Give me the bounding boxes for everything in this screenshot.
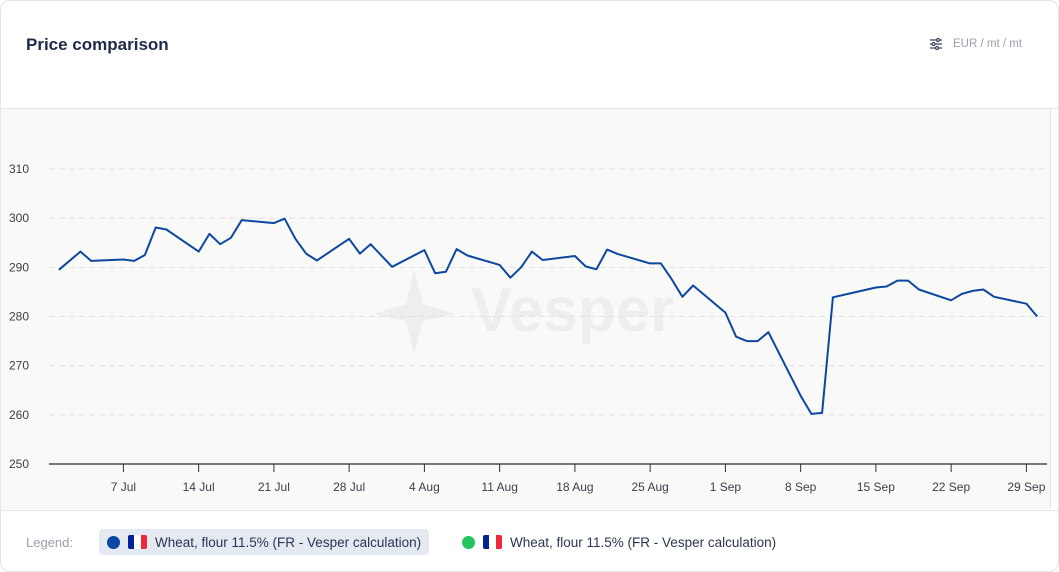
card-header: Price comparison EUR / mt / mt [1, 1, 1058, 109]
chart-area: Vesper 250 260 270 280 290 300 310 7 Jul 14 Jul 21… [1, 109, 1051, 509]
watermark-text: Vesper [471, 276, 674, 345]
x-tick-label: 4 Aug [409, 480, 440, 494]
x-tick-label: 7 Jul [111, 480, 136, 494]
y-tick-label: 310 [9, 162, 29, 176]
y-tick-label: 250 [9, 457, 29, 471]
series-line-1 [58, 217, 1038, 415]
x-tick-label: 18 Aug [556, 480, 593, 494]
line-chart: Vesper 250 260 270 280 290 300 310 7 Jul 14 Jul 21… [9, 162, 1047, 494]
legend-item-label: Wheat, flour 11.5% (FR - Vesper calculat… [510, 534, 777, 550]
y-tick-label: 260 [9, 408, 29, 422]
x-tick-label: 1 Sep [710, 480, 742, 494]
x-tick-label: 28 Jul [333, 480, 365, 494]
watermark-star-icon [373, 269, 456, 354]
x-tick-label: 25 Aug [631, 480, 668, 494]
legend-item-label: Wheat, flour 11.5% (FR - Vesper calculat… [155, 534, 422, 550]
series-color-dot [462, 535, 475, 549]
x-tick-label: 22 Sep [932, 480, 970, 494]
x-tick-label: 29 Sep [1007, 480, 1045, 494]
sliders-icon [930, 38, 942, 50]
france-flag-icon [128, 535, 147, 549]
series-color-dot [107, 535, 120, 549]
y-tick-label: 270 [9, 359, 29, 373]
legend: Legend: Wheat, flour 11.5% (FR - Vesper … [1, 510, 1058, 571]
x-tick-label: 14 Jul [183, 480, 215, 494]
unit-selector[interactable]: EUR / mt / mt [929, 38, 1022, 50]
page-title: Price comparison [26, 35, 169, 54]
x-tick-label: 21 Jul [258, 480, 290, 494]
y-tick-label: 300 [9, 211, 29, 225]
unit-label: EUR / mt / mt [953, 38, 1022, 50]
x-tick-label: 11 Aug [481, 480, 517, 494]
france-flag-icon [483, 535, 502, 549]
legend-item-series-1[interactable]: Wheat, flour 11.5% (FR - Vesper calculat… [99, 529, 430, 555]
y-tick-label: 290 [9, 260, 29, 274]
watermark-logo: Vesper [373, 269, 674, 354]
legend-label: Legend: [26, 535, 73, 550]
x-tick-label: 8 Sep [785, 480, 817, 494]
x-tick-label: 15 Sep [857, 480, 895, 494]
legend-item-series-2[interactable]: Wheat, flour 11.5% (FR - Vesper calculat… [454, 529, 784, 555]
y-tick-label: 280 [9, 310, 29, 324]
